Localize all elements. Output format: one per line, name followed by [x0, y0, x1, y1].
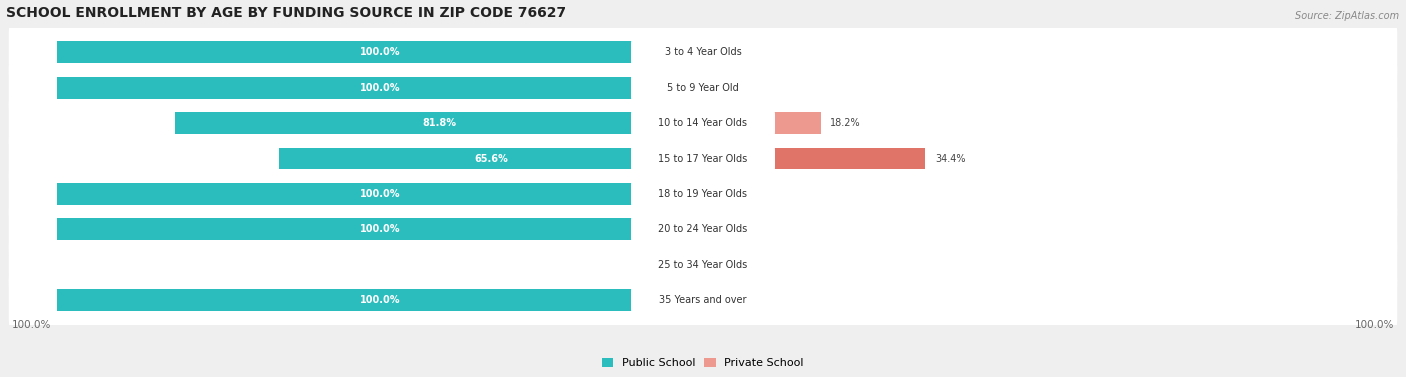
- FancyBboxPatch shape: [8, 89, 1398, 157]
- FancyBboxPatch shape: [8, 266, 1398, 334]
- Bar: [703, 41, 723, 63]
- Bar: [703, 147, 925, 170]
- FancyBboxPatch shape: [631, 251, 775, 278]
- Text: 0.0%: 0.0%: [733, 48, 756, 57]
- Text: 0.0%: 0.0%: [733, 260, 756, 270]
- Bar: [703, 77, 723, 99]
- FancyBboxPatch shape: [8, 160, 1398, 228]
- Bar: [703, 112, 821, 134]
- Text: 100.0%: 100.0%: [360, 224, 401, 234]
- Text: 100.0%: 100.0%: [1354, 320, 1393, 330]
- Bar: [703, 254, 723, 276]
- FancyBboxPatch shape: [631, 146, 775, 172]
- Text: 18 to 19 Year Olds: 18 to 19 Year Olds: [658, 189, 748, 199]
- Bar: [683, 254, 703, 276]
- Bar: [58, 183, 703, 205]
- FancyBboxPatch shape: [8, 195, 1398, 263]
- Legend: Public School, Private School: Public School, Private School: [598, 353, 808, 373]
- Text: 20 to 24 Year Olds: 20 to 24 Year Olds: [658, 224, 748, 234]
- Text: 0.0%: 0.0%: [733, 189, 756, 199]
- Text: 18.2%: 18.2%: [830, 118, 860, 128]
- Bar: [58, 289, 703, 311]
- Text: 65.6%: 65.6%: [474, 153, 508, 164]
- FancyBboxPatch shape: [631, 39, 775, 66]
- Text: 5 to 9 Year Old: 5 to 9 Year Old: [666, 83, 740, 93]
- Bar: [280, 147, 703, 170]
- Text: 100.0%: 100.0%: [360, 48, 401, 57]
- FancyBboxPatch shape: [631, 110, 775, 136]
- Text: 0.0%: 0.0%: [733, 83, 756, 93]
- Text: 100.0%: 100.0%: [360, 295, 401, 305]
- Text: 100.0%: 100.0%: [360, 83, 401, 93]
- Text: 81.8%: 81.8%: [422, 118, 456, 128]
- Text: 0.0%: 0.0%: [652, 260, 678, 270]
- Text: 100.0%: 100.0%: [360, 189, 401, 199]
- Text: 15 to 17 Year Olds: 15 to 17 Year Olds: [658, 153, 748, 164]
- Text: 0.0%: 0.0%: [733, 295, 756, 305]
- FancyBboxPatch shape: [631, 216, 775, 242]
- Text: 100.0%: 100.0%: [13, 320, 52, 330]
- FancyBboxPatch shape: [631, 181, 775, 207]
- Text: Source: ZipAtlas.com: Source: ZipAtlas.com: [1295, 11, 1399, 21]
- FancyBboxPatch shape: [8, 18, 1398, 86]
- FancyBboxPatch shape: [8, 54, 1398, 122]
- Text: 35 Years and over: 35 Years and over: [659, 295, 747, 305]
- Text: 3 to 4 Year Olds: 3 to 4 Year Olds: [665, 48, 741, 57]
- Text: 0.0%: 0.0%: [733, 224, 756, 234]
- Text: 10 to 14 Year Olds: 10 to 14 Year Olds: [658, 118, 748, 128]
- FancyBboxPatch shape: [8, 231, 1398, 299]
- Bar: [703, 183, 723, 205]
- Bar: [703, 289, 723, 311]
- Text: 34.4%: 34.4%: [935, 153, 966, 164]
- Bar: [58, 77, 703, 99]
- Bar: [58, 41, 703, 63]
- Text: SCHOOL ENROLLMENT BY AGE BY FUNDING SOURCE IN ZIP CODE 76627: SCHOOL ENROLLMENT BY AGE BY FUNDING SOUR…: [6, 6, 565, 20]
- FancyBboxPatch shape: [8, 124, 1398, 193]
- FancyBboxPatch shape: [631, 287, 775, 313]
- FancyBboxPatch shape: [631, 75, 775, 101]
- Bar: [58, 218, 703, 240]
- Bar: [174, 112, 703, 134]
- Bar: [703, 218, 723, 240]
- Text: 25 to 34 Year Olds: 25 to 34 Year Olds: [658, 260, 748, 270]
